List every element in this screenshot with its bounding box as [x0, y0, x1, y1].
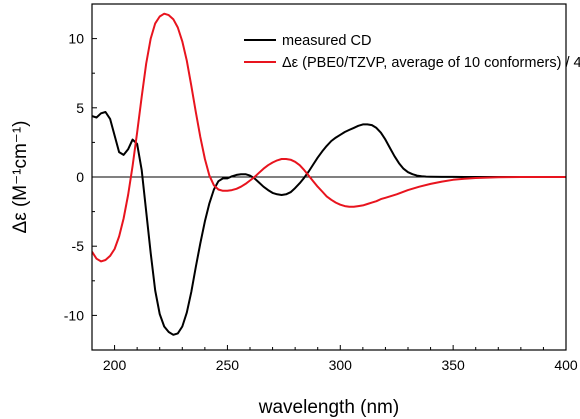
- legend-label-calculated: Δε (PBE0/TZVP, average of 10 conformers)…: [282, 55, 580, 71]
- x-tick-label: 400: [554, 357, 578, 373]
- x-tick-label: 200: [103, 357, 127, 373]
- y-tick-label: 5: [76, 100, 84, 116]
- y-tick-label: 10: [68, 31, 84, 47]
- y-axis-ticks: -10 -5 0 5 10: [64, 31, 97, 323]
- x-tick-label: 350: [441, 357, 465, 373]
- y-tick-label: -10: [64, 307, 84, 323]
- x-tick-label: 300: [329, 357, 353, 373]
- y-tick-label: 0: [76, 169, 84, 185]
- x-axis-ticks: 200 250 300 350 400: [103, 345, 578, 373]
- y-axis-title: Δε (M⁻¹cm⁻¹): [10, 121, 31, 234]
- legend-label-measured-cd: measured CD: [282, 33, 371, 49]
- series-line-0: [92, 111, 566, 336]
- x-tick-label: 250: [216, 357, 240, 373]
- y-tick-label: -5: [72, 238, 85, 254]
- x-axis-title: wavelength (nm): [258, 397, 399, 418]
- series-group: [92, 12, 566, 336]
- series-line-1: [92, 12, 566, 263]
- legend: measured CD Δε (PBE0/TZVP, average of 10…: [244, 33, 580, 71]
